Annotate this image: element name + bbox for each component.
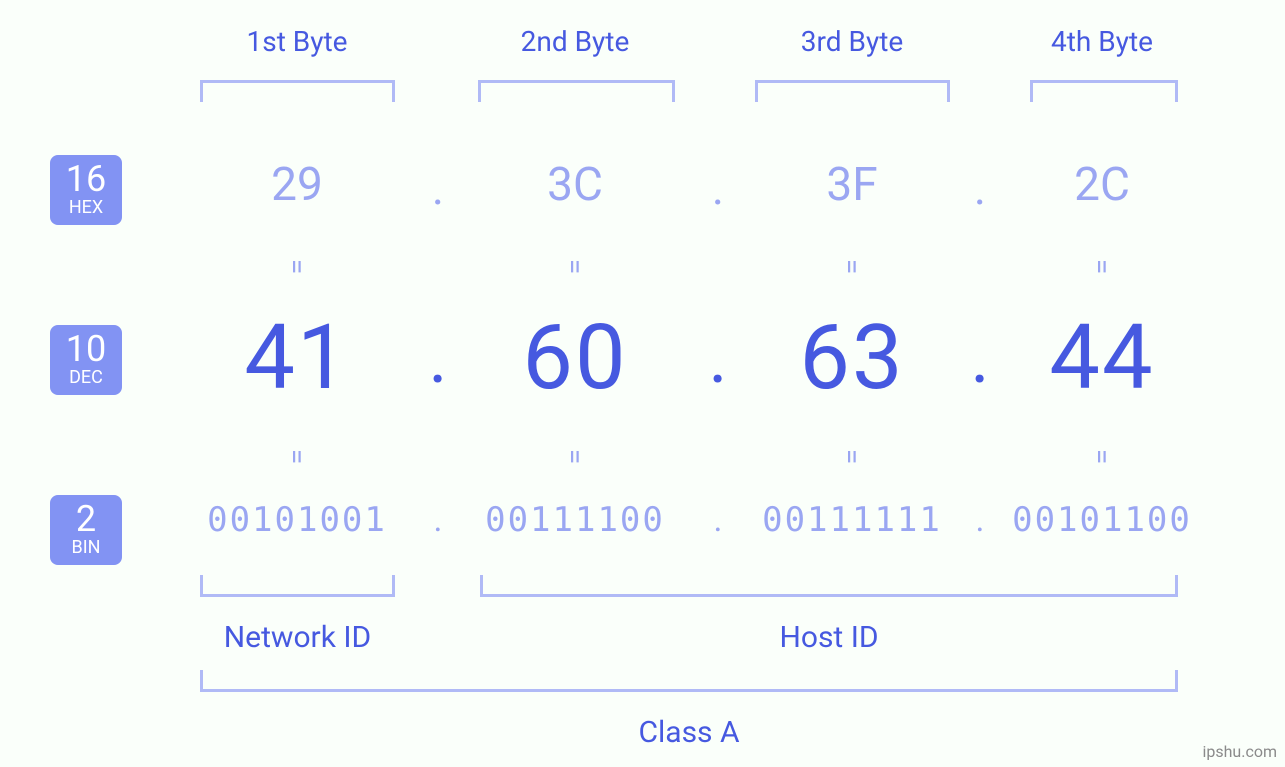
dec-byte-1: 41	[197, 305, 397, 410]
dec-dot-3: .	[960, 315, 1000, 400]
eq-hex-dec-4: =	[1086, 247, 1119, 287]
hex-dot-2: .	[698, 162, 738, 216]
eq-dec-bin-3: =	[836, 437, 869, 477]
dec-byte-2: 60	[475, 305, 675, 410]
hex-badge: 16 HEX	[50, 155, 122, 225]
hex-byte-4: 2C	[1002, 158, 1202, 212]
dec-byte-3: 63	[752, 305, 952, 410]
eq-hex-dec-1: =	[281, 247, 314, 287]
class-label: Class A	[200, 715, 1178, 750]
host-id-label: Host ID	[480, 620, 1178, 655]
top-bracket-3	[755, 80, 950, 102]
hex-byte-3: 3F	[752, 158, 952, 212]
dec-badge: 10 DEC	[50, 325, 122, 395]
dec-dot-2: .	[698, 315, 738, 400]
top-bracket-2	[478, 80, 675, 102]
top-bracket-4	[1030, 80, 1178, 102]
bin-byte-3: 00111111	[732, 500, 972, 540]
bin-byte-1: 00101001	[177, 500, 417, 540]
eq-dec-bin-1: =	[281, 437, 314, 477]
top-bracket-1	[200, 80, 395, 102]
bin-dot-1: .	[418, 500, 458, 540]
bin-byte-2: 00111100	[455, 500, 695, 540]
dec-badge-num: 10	[50, 331, 122, 367]
host-bracket	[480, 575, 1178, 597]
byte-label-2: 2nd Byte	[475, 25, 675, 58]
dec-dot-1: .	[418, 315, 458, 400]
byte-label-1: 1st Byte	[197, 25, 397, 58]
eq-hex-dec-2: =	[559, 247, 592, 287]
ip-diagram: 1st Byte 2nd Byte 3rd Byte 4th Byte 16 H…	[0, 0, 1285, 767]
network-bracket	[200, 575, 395, 597]
hex-byte-2: 3C	[475, 158, 675, 212]
class-bracket	[200, 670, 1178, 692]
hex-byte-1: 29	[197, 158, 397, 212]
bin-dot-3: .	[960, 500, 1000, 540]
eq-hex-dec-3: =	[836, 247, 869, 287]
eq-dec-bin-4: =	[1086, 437, 1119, 477]
eq-dec-bin-2: =	[559, 437, 592, 477]
watermark: ipshu.com	[1202, 742, 1277, 761]
byte-label-3: 3rd Byte	[752, 25, 952, 58]
bin-dot-2: .	[698, 500, 738, 540]
bin-badge-num: 2	[50, 501, 122, 537]
dec-badge-lbl: DEC	[50, 369, 122, 387]
hex-dot-1: .	[418, 162, 458, 216]
hex-badge-lbl: HEX	[50, 199, 122, 217]
network-id-label: Network ID	[200, 620, 395, 655]
bin-badge-lbl: BIN	[50, 539, 122, 557]
hex-dot-3: .	[960, 162, 1000, 216]
hex-badge-num: 16	[50, 161, 122, 197]
bin-byte-4: 00101100	[982, 500, 1222, 540]
byte-label-4: 4th Byte	[1002, 25, 1202, 58]
bin-badge: 2 BIN	[50, 495, 122, 565]
dec-byte-4: 44	[1002, 305, 1202, 410]
